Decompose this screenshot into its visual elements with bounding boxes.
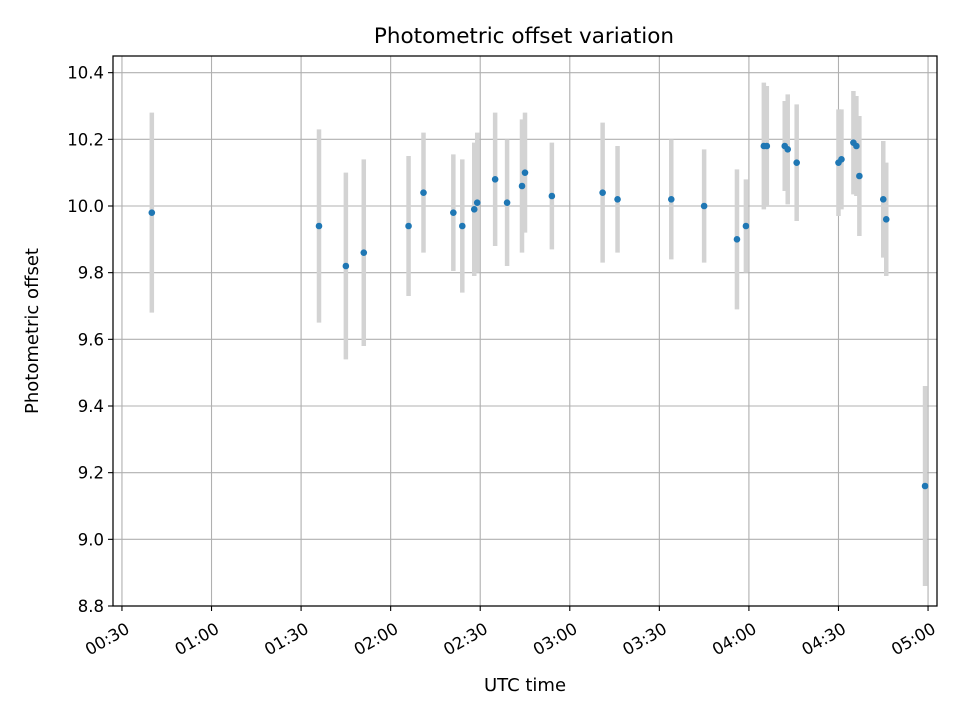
y-tick-label: 9.4 [78,397,104,416]
data-point [921,482,929,490]
data-point [342,262,350,270]
data-point [521,169,529,176]
y-tick-label: 9.2 [78,464,104,483]
data-point [838,156,845,163]
data-point [405,222,412,230]
plot-frame [112,55,938,607]
data-point [491,176,499,183]
data-point [599,189,606,196]
data-point [503,199,511,206]
data-point [450,209,457,216]
data-point [518,182,526,190]
data-point [459,222,466,230]
y-tick-label: 9.0 [78,530,104,549]
data-point [763,142,771,150]
y-tick-label: 10.2 [67,130,104,149]
y-tick-label: 9.8 [78,264,104,283]
data-point [148,209,156,216]
data-points [148,139,929,490]
data-point [360,249,368,256]
data-point [700,202,708,210]
data-point [470,206,478,213]
grid-lines [113,56,937,607]
data-point [856,172,863,180]
y-tick-label: 8.8 [78,597,104,616]
x-axis-label: UTC time [484,675,566,696]
data-point [667,196,675,203]
y-tick-label: 10.0 [67,197,104,216]
data-point [882,216,890,223]
y-axis-label: Photometric offset [22,248,43,414]
chart-title: Photometric offset variation [374,24,674,49]
data-point [879,196,887,203]
data-point [853,142,860,150]
data-point [473,199,481,206]
data-point [733,236,741,243]
data-point [793,159,800,166]
data-point [420,189,427,196]
data-point [742,222,750,230]
data-point [614,196,621,203]
y-tick-label: 10.4 [67,64,104,83]
data-point [784,146,792,153]
data-point [548,192,556,200]
y-tick-label: 9.6 [78,330,104,349]
data-point [315,222,323,230]
